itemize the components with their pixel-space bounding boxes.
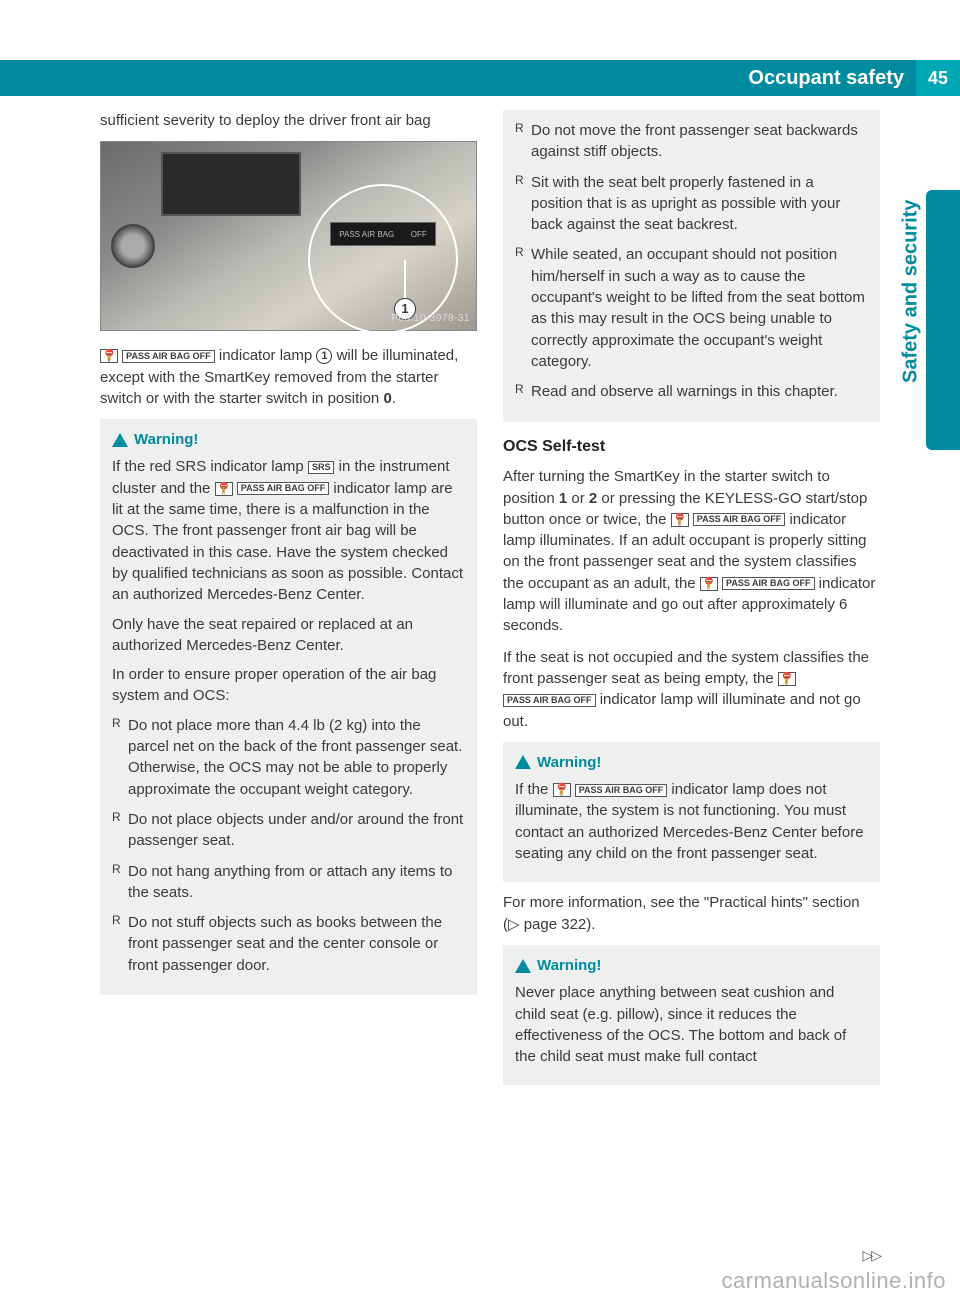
figure-id: P68.10-3978-31 [391, 312, 470, 326]
list-item: Do not hang anything from or attach any … [112, 861, 465, 904]
list-item: Do not move the front passenger seat bac… [515, 120, 868, 163]
pass-airbag-off-icon: PASS AIR BAG OFF [722, 577, 815, 590]
warning-triangle-icon [515, 959, 531, 973]
plate-right: OFF [411, 229, 427, 240]
page: Occupant safety 45 Safety and security s… [0, 0, 960, 1302]
indicator-para: PASS AIR BAG OFF indicator lamp 1 will b… [100, 345, 477, 409]
list-item: Sit with the seat belt properly fastened… [515, 172, 868, 236]
intro-para: sufficient severity to deploy the driver… [100, 110, 477, 131]
callout-1-inline: 1 [316, 348, 332, 364]
page-number: 45 [916, 60, 960, 96]
pass-airbag-off-icon: PASS AIR BAG OFF [237, 482, 330, 495]
warning-heading: Warning! [515, 752, 868, 773]
warning-label: Warning! [537, 752, 601, 773]
warn-p1: If the red SRS indicator lamp SRS in the… [112, 456, 465, 605]
pass-airbag-off-icon: PASS AIR BAG OFF [575, 784, 668, 797]
pass-airbag-off-icon: PASS AIR BAG OFF [693, 513, 786, 526]
text: If the [515, 781, 553, 798]
figure-dial [111, 224, 155, 268]
text: If the seat is not occupied and the syst… [503, 649, 869, 687]
plate-left: PASS AIR BAG [339, 229, 394, 240]
more-info-para: For more information, see the "Practical… [503, 892, 880, 935]
text: . [392, 390, 396, 407]
warn-p2: Only have the seat repaired or replaced … [112, 614, 465, 657]
warning-triangle-icon [515, 755, 531, 769]
warn3-p1: Never place anything between seat cushio… [515, 982, 868, 1067]
pos-2: 2 [589, 490, 597, 507]
warning-label: Warning! [134, 429, 198, 450]
warning-block-2: Warning! If the PASS AIR BAG OFF indicat… [503, 742, 880, 882]
left-column: sufficient severity to deploy the driver… [100, 110, 477, 1095]
srs-icon: SRS [308, 461, 335, 474]
text: indicator lamp are lit at the same time,… [112, 480, 463, 603]
person-off-icon [215, 482, 233, 496]
ocs-p2: If the seat is not occupied and the syst… [503, 647, 880, 732]
warning-block-1: Warning! If the red SRS indicator lamp S… [100, 419, 477, 995]
warn-list-cont: Do not move the front passenger seat bac… [515, 120, 868, 403]
warning-heading: Warning! [112, 429, 465, 450]
warning-block-3: Warning! Never place anything between se… [503, 945, 880, 1085]
page-ref: ▷ page 322 [508, 916, 586, 933]
content-columns: sufficient severity to deploy the driver… [0, 60, 960, 1095]
pass-airbag-off-icon: PASS AIR BAG OFF [503, 694, 596, 707]
right-column: Do not move the front passenger seat bac… [503, 110, 880, 1095]
person-off-icon [778, 672, 796, 686]
list-item: Do not place objects under and/or around… [112, 809, 465, 852]
list-item: Read and observe all warnings in this ch… [515, 381, 868, 402]
figure-screen [161, 152, 301, 216]
list-item: Do not stuff objects such as books betwe… [112, 912, 465, 976]
person-off-icon [700, 577, 718, 591]
text: or [571, 490, 589, 507]
ocs-selftest-heading: OCS Self-test [503, 436, 880, 459]
person-off-icon [100, 349, 118, 363]
header-bar: Occupant safety 45 [0, 60, 960, 96]
warning-label: Warning! [537, 955, 601, 976]
side-tab [926, 190, 960, 450]
pos-0: 0 [383, 390, 391, 407]
pos-1: 1 [559, 490, 567, 507]
text: indicator lamp [219, 347, 317, 364]
text: If the red SRS indicator lamp [112, 458, 308, 475]
list-item: While seated, an occupant should not pos… [515, 244, 868, 372]
side-label: Safety and security [900, 200, 922, 440]
person-off-icon [553, 783, 571, 797]
figure-plate: PASS AIR BAG OFF [330, 222, 436, 246]
ocs-p1: After turning the SmartKey in the starte… [503, 466, 880, 636]
list-item: Do not place more than 4.4 lb (2 kg) int… [112, 715, 465, 800]
header-title: Occupant safety [748, 67, 904, 90]
continuation-arrows: ▷▷ [862, 1247, 880, 1264]
text: ). [586, 916, 595, 933]
warning-block-1-cont: Do not move the front passenger seat bac… [503, 110, 880, 422]
warn-p3: In order to ensure proper operation of t… [112, 664, 465, 707]
pass-airbag-off-icon: PASS AIR BAG OFF [122, 350, 215, 363]
watermark: carmanualsonline.info [721, 1268, 946, 1294]
dashboard-figure: PASS AIR BAG OFF 1 P68.10-3978-31 [100, 141, 477, 331]
warn2-p1: If the PASS AIR BAG OFF indicator lamp d… [515, 779, 868, 864]
warn-list: Do not place more than 4.4 lb (2 kg) int… [112, 715, 465, 976]
person-off-icon [671, 513, 689, 527]
warning-heading: Warning! [515, 955, 868, 976]
warning-triangle-icon [112, 433, 128, 447]
